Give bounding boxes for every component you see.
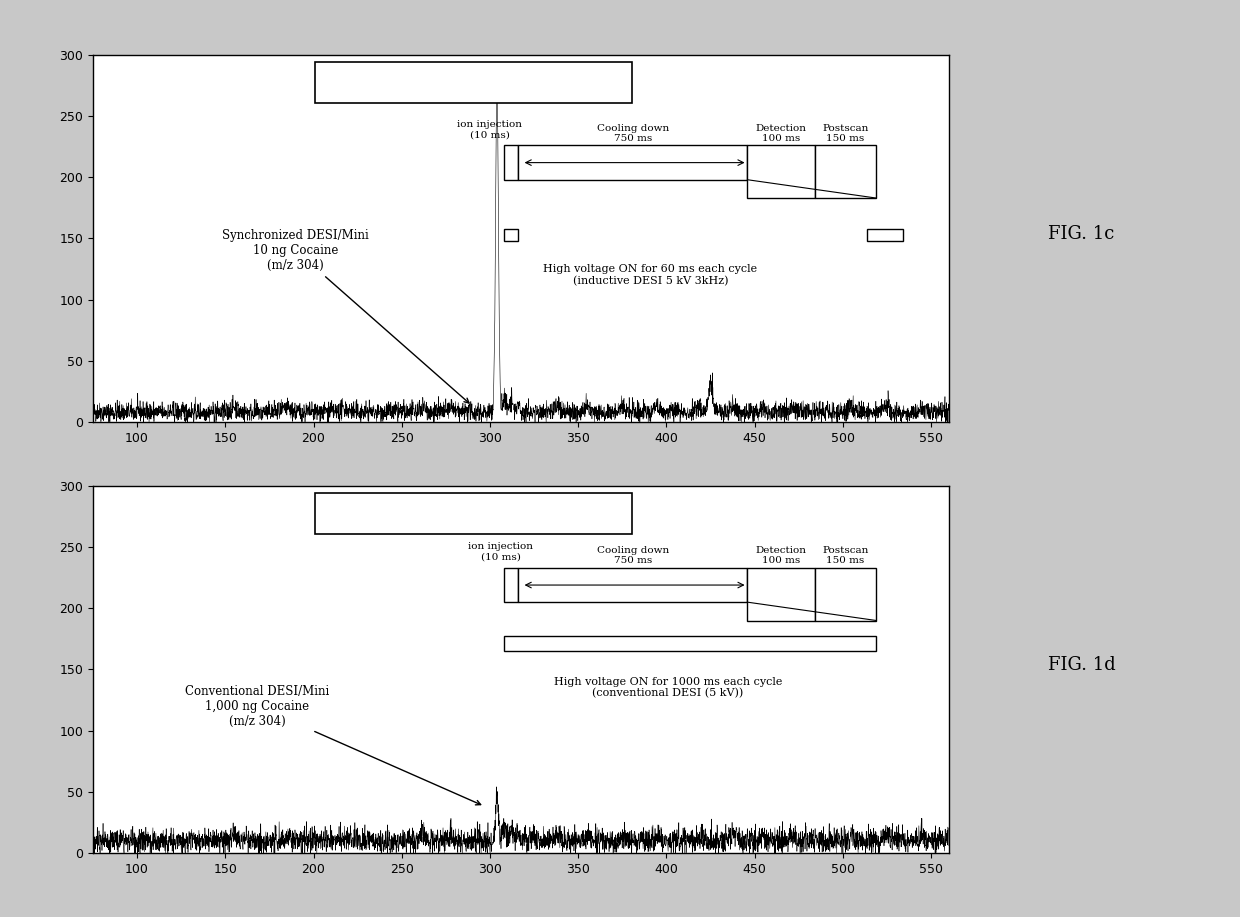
Bar (868, 228, 903, 241)
Bar (503, 228, 518, 241)
Text: Postscan
150 ms: Postscan 150 ms (822, 547, 868, 566)
Text: Detection
100 ms: Detection 100 ms (755, 547, 806, 566)
Text: Cooling down
750 ms: Cooling down 750 ms (596, 124, 668, 143)
Text: ion injection
(10 ms): ion injection (10 ms) (467, 543, 533, 562)
Bar (503, 568, 518, 602)
Bar (815, 146, 877, 198)
Text: High voltage ON for 60 ms each cycle
(inductive DESI 5 kV 3kHz): High voltage ON for 60 ms each cycle (in… (543, 264, 758, 286)
Text: Detection
100 ms: Detection 100 ms (755, 124, 806, 143)
Text: FIG. 1d: FIG. 1d (1048, 656, 1116, 674)
Text: Area 5: Area 5 (362, 507, 404, 520)
Bar (748, 568, 815, 621)
Bar (815, 568, 877, 621)
Bar (518, 146, 748, 180)
Text: M: 185.6 0: M: 185.6 0 (512, 76, 582, 89)
Bar (503, 636, 877, 651)
Bar (518, 568, 748, 602)
Text: M: 103.0 0: M: 103.0 0 (512, 507, 582, 520)
FancyBboxPatch shape (315, 62, 632, 103)
Bar (748, 146, 815, 198)
Bar (503, 146, 518, 180)
Text: FIG. 1c: FIG. 1c (1048, 225, 1115, 243)
Text: Synchronized DESI/Mini
10 ng Cocaine
(m/z 304): Synchronized DESI/Mini 10 ng Cocaine (m/… (222, 229, 469, 403)
Text: Postscan
150 ms: Postscan 150 ms (822, 124, 868, 143)
Text: Cooling down
750 ms: Cooling down 750 ms (596, 547, 668, 566)
Text: Conventional DESI/Mini
1,000 ng Cocaine
(m/z 304): Conventional DESI/Mini 1,000 ng Cocaine … (185, 685, 481, 805)
Text: ion injection
(10 ms): ion injection (10 ms) (458, 120, 522, 139)
Text: Area 4: Area 4 (362, 76, 404, 89)
Text: High voltage ON for 1000 ms each cycle
(conventional DESI (5 kV)): High voltage ON for 1000 ms each cycle (… (554, 677, 782, 699)
FancyBboxPatch shape (315, 493, 632, 534)
